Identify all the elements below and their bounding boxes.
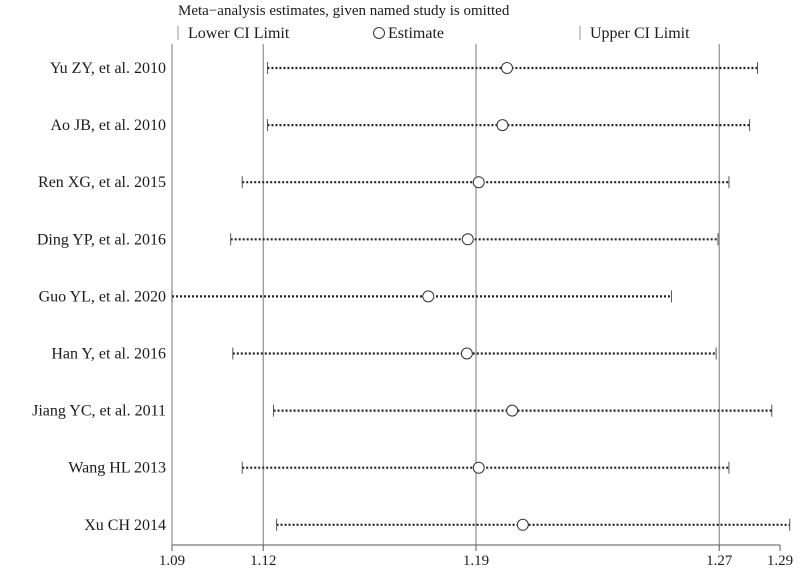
legend-estimate-marker [373, 27, 385, 39]
estimate-marker [516, 518, 529, 531]
legend: Lower CI Limit Estimate Upper CI Limit [177, 25, 690, 42]
study-row: Ding YP, et al. 2016 [37, 231, 719, 248]
study-label: Wang HL 2013 [68, 460, 166, 477]
estimate-marker [506, 404, 519, 417]
chart-title: Meta−analysis estimates, given named stu… [178, 3, 510, 19]
estimate-marker [472, 461, 485, 474]
study-label: Ren XG, et al. 2015 [38, 174, 166, 191]
x-tick-label: 1.19 [463, 553, 489, 568]
estimate-marker [472, 176, 485, 189]
study-row: Ao JB, et al. 2010 [50, 117, 751, 134]
x-tick-label: 1.09 [159, 553, 185, 568]
estimate-marker [460, 347, 473, 360]
legend-upper-label: Upper CI Limit [590, 25, 690, 42]
x-tick-label: 1.27 [706, 553, 733, 568]
study-label: Guo YL, et al. 2020 [39, 288, 166, 305]
estimate-marker [461, 233, 474, 246]
estimate-marker [496, 119, 509, 132]
study-label: Yu ZY, et al. 2010 [50, 60, 166, 77]
x-tick-label: 1.29 [767, 553, 793, 568]
legend-estimate-label: Estimate [388, 25, 444, 42]
study-label: Han Y, et al. 2016 [51, 346, 166, 363]
study-row: Xu CH 2014 [84, 517, 791, 534]
x-axis-ticks: 1.09 1.12 1.19 1.27 1.29 [159, 545, 793, 568]
study-label: Ding YP, et al. 2016 [37, 231, 166, 248]
x-tick-label: 1.12 [250, 553, 276, 568]
study-row: Han Y, et al. 2016 [51, 346, 717, 363]
study-label: Ao JB, et al. 2010 [50, 117, 166, 134]
study-row: Yu ZY, et al. 2010 [50, 60, 759, 77]
study-label: Jiang YC, et al. 2011 [32, 403, 166, 420]
estimate-marker [501, 62, 514, 74]
study-row: Guo YL, et al. 2020 [39, 288, 672, 305]
study-row: Jiang YC, et al. 2011 [32, 403, 773, 420]
study-row: Ren XG, et al. 2015 [38, 174, 730, 191]
study-row: Wang HL 2013 [68, 460, 730, 477]
estimate-marker [422, 290, 435, 303]
study-rows: Yu ZY, et al. 2010 Ao JB, et al. 2010 Ren … [32, 60, 791, 534]
study-label: Xu CH 2014 [84, 517, 166, 534]
reference-lines [262, 44, 720, 545]
legend-lower-label: Lower CI Limit [188, 25, 290, 42]
